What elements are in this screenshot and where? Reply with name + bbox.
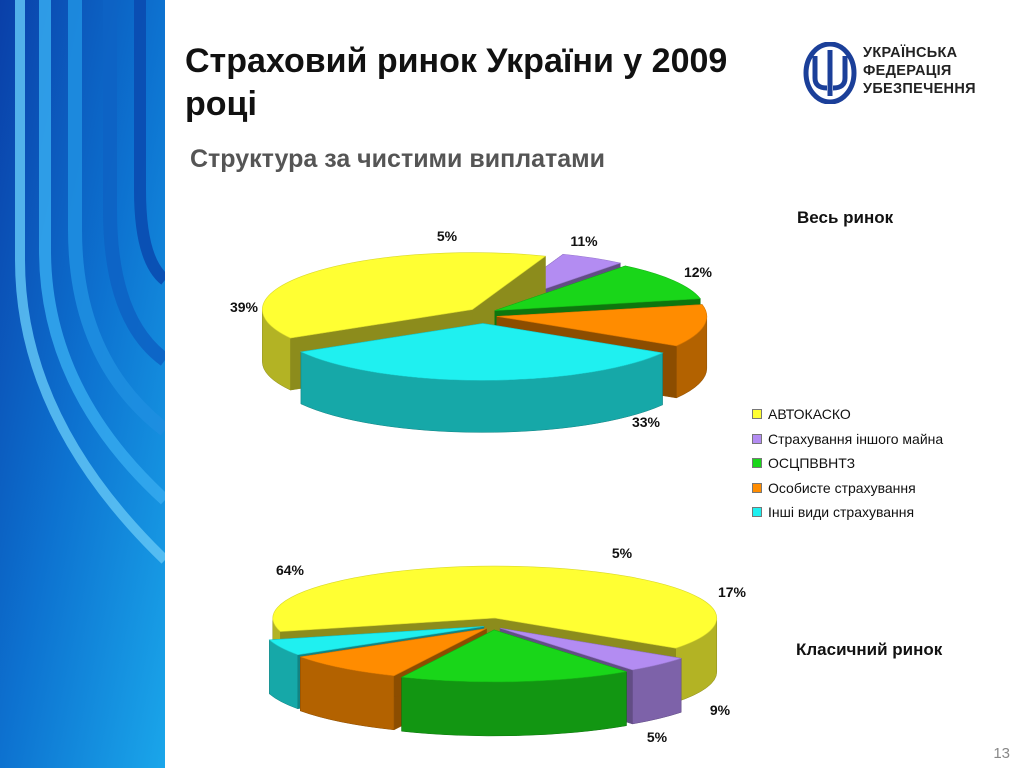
- pie-percent-label: 39%: [230, 299, 259, 315]
- legend-swatch: [752, 458, 762, 469]
- pie-percent-label: 64%: [276, 562, 305, 578]
- pie-chart: 39% 5% 11% 12% 33%: [230, 228, 713, 433]
- legend: АВТОКАСКО Страхування іншого майна ОСЦПВ…: [752, 402, 943, 525]
- legend-label: Страхування іншого майна: [768, 430, 944, 447]
- pie-percent-label: 17%: [718, 584, 747, 600]
- legend-label: АВТОКАСКО: [768, 406, 851, 423]
- logo-text-line: ФЕДЕРАЦІЯ: [863, 63, 952, 79]
- pie-percent-label: 9%: [710, 702, 731, 718]
- legend-label: Інші види страхування: [768, 504, 915, 521]
- pie-percent-label: 11%: [570, 233, 598, 249]
- pie-chart: 64% 5% 17% 9% 5%: [268, 545, 747, 745]
- legend-item: Особисте страхування: [752, 476, 943, 501]
- pie-percent-label: 5%: [437, 228, 458, 244]
- pie-percent-label: 5%: [647, 729, 668, 745]
- legend-item: Страхування іншого майна: [752, 427, 943, 452]
- legend-swatch: [752, 507, 762, 518]
- pie-percent-label: 5%: [612, 545, 633, 561]
- legend-label: ОСЦПВВНТЗ: [768, 455, 856, 472]
- legend-item: Інші види страхування: [752, 500, 943, 525]
- sidebar-decoration: [0, 0, 165, 768]
- legend-swatch: [752, 482, 762, 493]
- pie-percent-label: 33%: [632, 414, 661, 430]
- trident-logo-icon: [803, 42, 857, 104]
- chart-title-whole-market: Весь ринок: [797, 208, 894, 227]
- slide-subtitle: Структура за чистими виплатами: [190, 145, 606, 173]
- legend-label: Особисте страхування: [768, 479, 916, 496]
- logo-text-line: УКРАЇНСЬКА: [863, 45, 958, 61]
- logo: УКРАЇНСЬКА ФЕДЕРАЦІЯ УБЕЗПЕЧЕННЯ: [803, 42, 993, 104]
- pie-percent-label: 12%: [684, 264, 713, 280]
- chart-title-classic-market: Класичний ринок: [796, 640, 943, 659]
- logo-text-line: УБЕЗПЕЧЕННЯ: [863, 81, 976, 97]
- pie-slice: [299, 323, 664, 433]
- page-number: 13: [993, 745, 1010, 762]
- legend-swatch: [752, 409, 762, 420]
- slide-title: Страховий ринок України у 2009 році: [185, 42, 728, 123]
- legend-item: АВТОКАСКО: [752, 402, 943, 427]
- pie-slice: [400, 629, 627, 737]
- legend-swatch: [752, 433, 762, 444]
- legend-item: ОСЦПВВНТЗ: [752, 451, 943, 476]
